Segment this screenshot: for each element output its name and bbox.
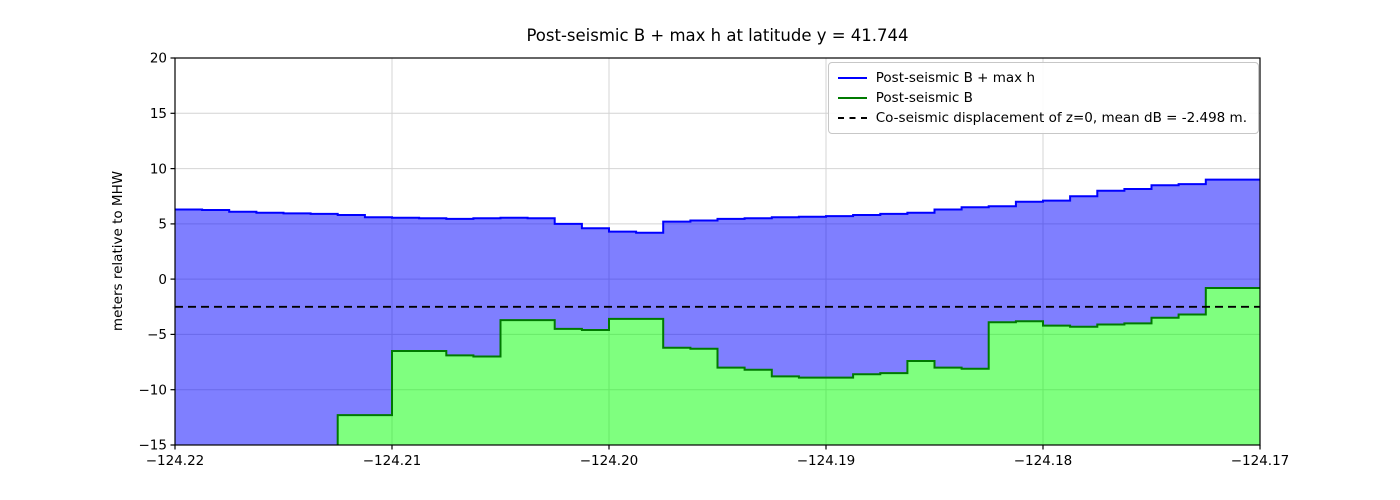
series-fill-b-plus-maxh [175,179,1260,445]
svg-text:5: 5 [158,217,167,233]
y-axis-ticks [170,57,175,446]
legend-item-b-plus-maxh: Post-seismic B + max h [837,70,1247,86]
svg-text:−124.17: −124.17 [1231,453,1290,469]
x-axis-tick-labels: −124.22 −124.21 −124.20 −124.19 −124.18 −124.… [146,453,1290,469]
dashed-line-sample-icon [837,117,867,119]
series-line-b [336,287,1260,445]
svg-text:−124.18: −124.18 [1014,453,1073,469]
legend-label: Post-seismic B [875,90,973,106]
chart-title: Post-seismic B + max h at latitude y = 4… [526,26,909,45]
blue-line-sample-icon [837,77,867,79]
svg-text:20: 20 [150,51,167,67]
svg-text:−124.21: −124.21 [363,453,422,469]
x-axis-ticks [174,445,1261,450]
svg-text:0: 0 [158,272,167,288]
svg-text:10: 10 [150,161,167,177]
axes-border [174,57,1261,446]
series-fill-b [337,288,1260,445]
svg-text:15: 15 [150,106,167,122]
green-line-sample-icon [837,97,867,99]
series-line-b-plus-maxh [175,178,1260,234]
svg-text:−15: −15 [139,438,168,454]
y-axis-tick-labels: −15 −10 −5 0 5 10 15 20 [139,51,168,454]
legend-item-b: Post-seismic B [837,90,1247,106]
svg-text:−124.20: −124.20 [580,453,639,469]
legend-item-coseismic: Co-seismic displacement of z=0, mean dB … [837,110,1247,126]
svg-text:−124.19: −124.19 [797,453,856,469]
legend-label: Co-seismic displacement of z=0, mean dB … [875,110,1247,126]
svg-text:−124.22: −124.22 [146,453,205,469]
svg-text:−5: −5 [147,327,167,343]
legend-label: Post-seismic B + max h [875,70,1036,86]
legend: Post-seismic B + max h Post-seismic B Co… [827,62,1259,134]
svg-text:−10: −10 [139,382,168,398]
